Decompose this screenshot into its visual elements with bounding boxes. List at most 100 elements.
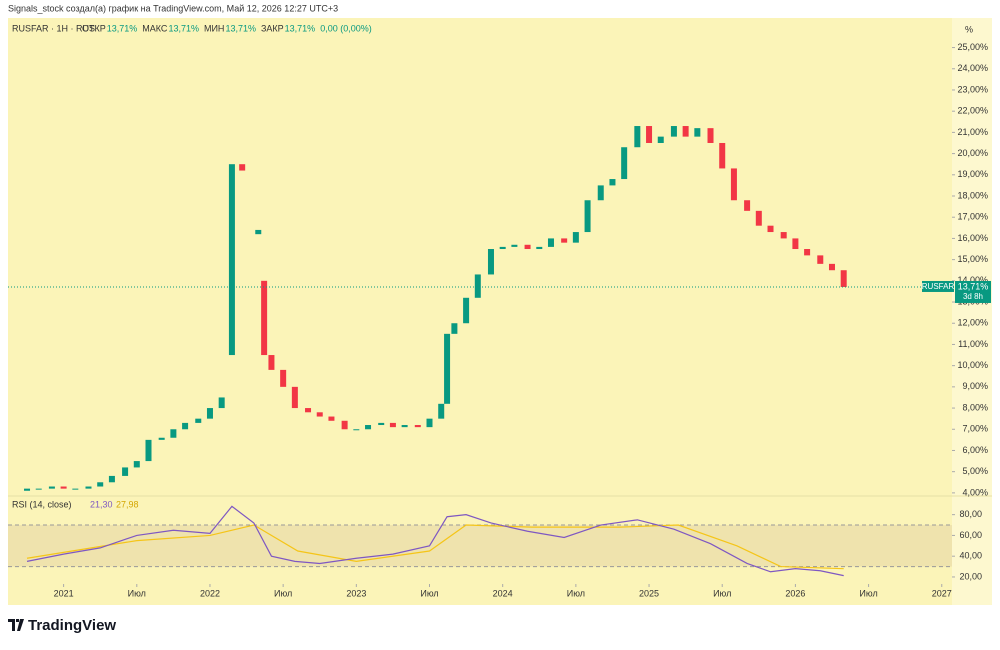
- y-tick-label: 12,00%: [957, 318, 988, 328]
- candle: [261, 280, 268, 356]
- candle: [646, 126, 653, 143]
- candle: [35, 488, 42, 490]
- candle: [48, 486, 55, 489]
- y-tick-label: 22,00%: [957, 106, 988, 116]
- candle: [730, 168, 737, 201]
- logo: TradingView: [28, 617, 116, 634]
- x-tick-label: Июл: [567, 588, 585, 598]
- candle: [487, 249, 494, 275]
- candle: [341, 420, 348, 430]
- y-tick-label: 8,00%: [962, 402, 988, 412]
- candle: [401, 425, 408, 428]
- rsi-tick-label: 40,00: [959, 551, 982, 561]
- y-tick-label: 24,00%: [957, 63, 988, 73]
- last-price-label: 13,71%: [958, 281, 989, 291]
- rsi-band: [8, 525, 952, 567]
- plot-background: [8, 18, 952, 605]
- last-price-name: RUSFAR: [922, 282, 955, 291]
- candle: [719, 142, 726, 169]
- candle: [316, 412, 323, 417]
- candle: [744, 200, 751, 211]
- y-tick-label: 6,00%: [962, 445, 988, 455]
- candle: [444, 333, 451, 404]
- y-tick-label: 4,00%: [962, 487, 988, 497]
- candle: [561, 238, 568, 243]
- y-tick-label: 11,00%: [958, 339, 988, 349]
- candle: [657, 136, 664, 143]
- ohlc-label: ЗАКР: [261, 23, 284, 33]
- x-tick-label: 2024: [493, 588, 513, 598]
- candle: [280, 369, 287, 387]
- x-tick-label: Июл: [420, 588, 438, 598]
- ohlc-label: МАКС: [142, 23, 168, 33]
- countdown: 3d 8h: [963, 292, 983, 301]
- y-tick-label: 7,00%: [962, 424, 988, 434]
- candle: [378, 422, 385, 426]
- candle: [463, 297, 470, 324]
- last-price-name-tag: [922, 280, 954, 292]
- candle: [840, 270, 847, 287]
- candle: [474, 274, 481, 298]
- candle: [108, 475, 115, 483]
- candle: [621, 147, 628, 180]
- candle: [97, 482, 104, 487]
- candle: [634, 126, 641, 148]
- x-tick-label: 2022: [200, 588, 220, 598]
- candle: [255, 229, 262, 235]
- y-tick-label: 21,00%: [957, 127, 988, 137]
- candle: [122, 467, 129, 476]
- candle: [170, 429, 177, 438]
- rsi-ma-line: [26, 524, 844, 570]
- rsi-tick-label: 60,00: [959, 530, 982, 540]
- candle: [572, 232, 579, 243]
- y-tick-label: 23,00%: [957, 84, 988, 94]
- logo-icon: [8, 619, 24, 631]
- candle: [767, 225, 774, 233]
- candle: [524, 244, 531, 250]
- candle: [597, 185, 604, 201]
- candle: [291, 386, 298, 409]
- y-tick-label: 5,00%: [962, 466, 988, 476]
- ohlc-value: 13,71%: [225, 23, 256, 33]
- candle: [60, 486, 67, 489]
- y-tick-label: 16,00%: [957, 233, 988, 243]
- candle: [133, 461, 140, 468]
- candle: [206, 408, 213, 419]
- candle: [239, 164, 246, 171]
- x-tick-label: 2025: [639, 588, 659, 598]
- candle: [670, 126, 677, 137]
- candle: [389, 422, 396, 428]
- credit: Signals_stock создал(а) график на Tradin…: [8, 3, 338, 13]
- y-tick-label: 17,00%: [957, 212, 988, 222]
- candle: [353, 429, 360, 431]
- y-tick-label: 15,00%: [957, 254, 988, 264]
- y-tick-label: 9,00%: [962, 381, 988, 391]
- candle: [828, 263, 835, 271]
- x-tick-label: 2021: [54, 588, 74, 598]
- candle: [24, 488, 31, 491]
- candle: [780, 232, 787, 239]
- x-tick-label: 2027: [932, 588, 952, 598]
- rsi-tick-label: 20,00: [959, 571, 982, 581]
- candle: [438, 403, 445, 419]
- candle: [72, 488, 79, 490]
- candle: [158, 437, 165, 440]
- candle: [451, 323, 458, 334]
- x-tick-label: 2023: [346, 588, 366, 598]
- rsi-value: 21,30: [90, 499, 113, 509]
- candle: [328, 416, 335, 421]
- y-tick-label: 18,00%: [957, 190, 988, 200]
- candle: [547, 238, 554, 247]
- symbol: RUSFAR · 1Н · RUS: [12, 23, 95, 33]
- candle: [145, 439, 152, 462]
- ohlc-label: ОТКР: [82, 23, 106, 33]
- candle: [195, 418, 202, 423]
- candle: [228, 164, 235, 356]
- axis-unit: %: [965, 24, 973, 34]
- candle: [792, 238, 799, 250]
- candle: [707, 128, 714, 143]
- x-tick-label: Июл: [713, 588, 731, 598]
- y-tick-label: 20,00%: [957, 148, 988, 158]
- y-tick-label: 19,00%: [957, 169, 988, 179]
